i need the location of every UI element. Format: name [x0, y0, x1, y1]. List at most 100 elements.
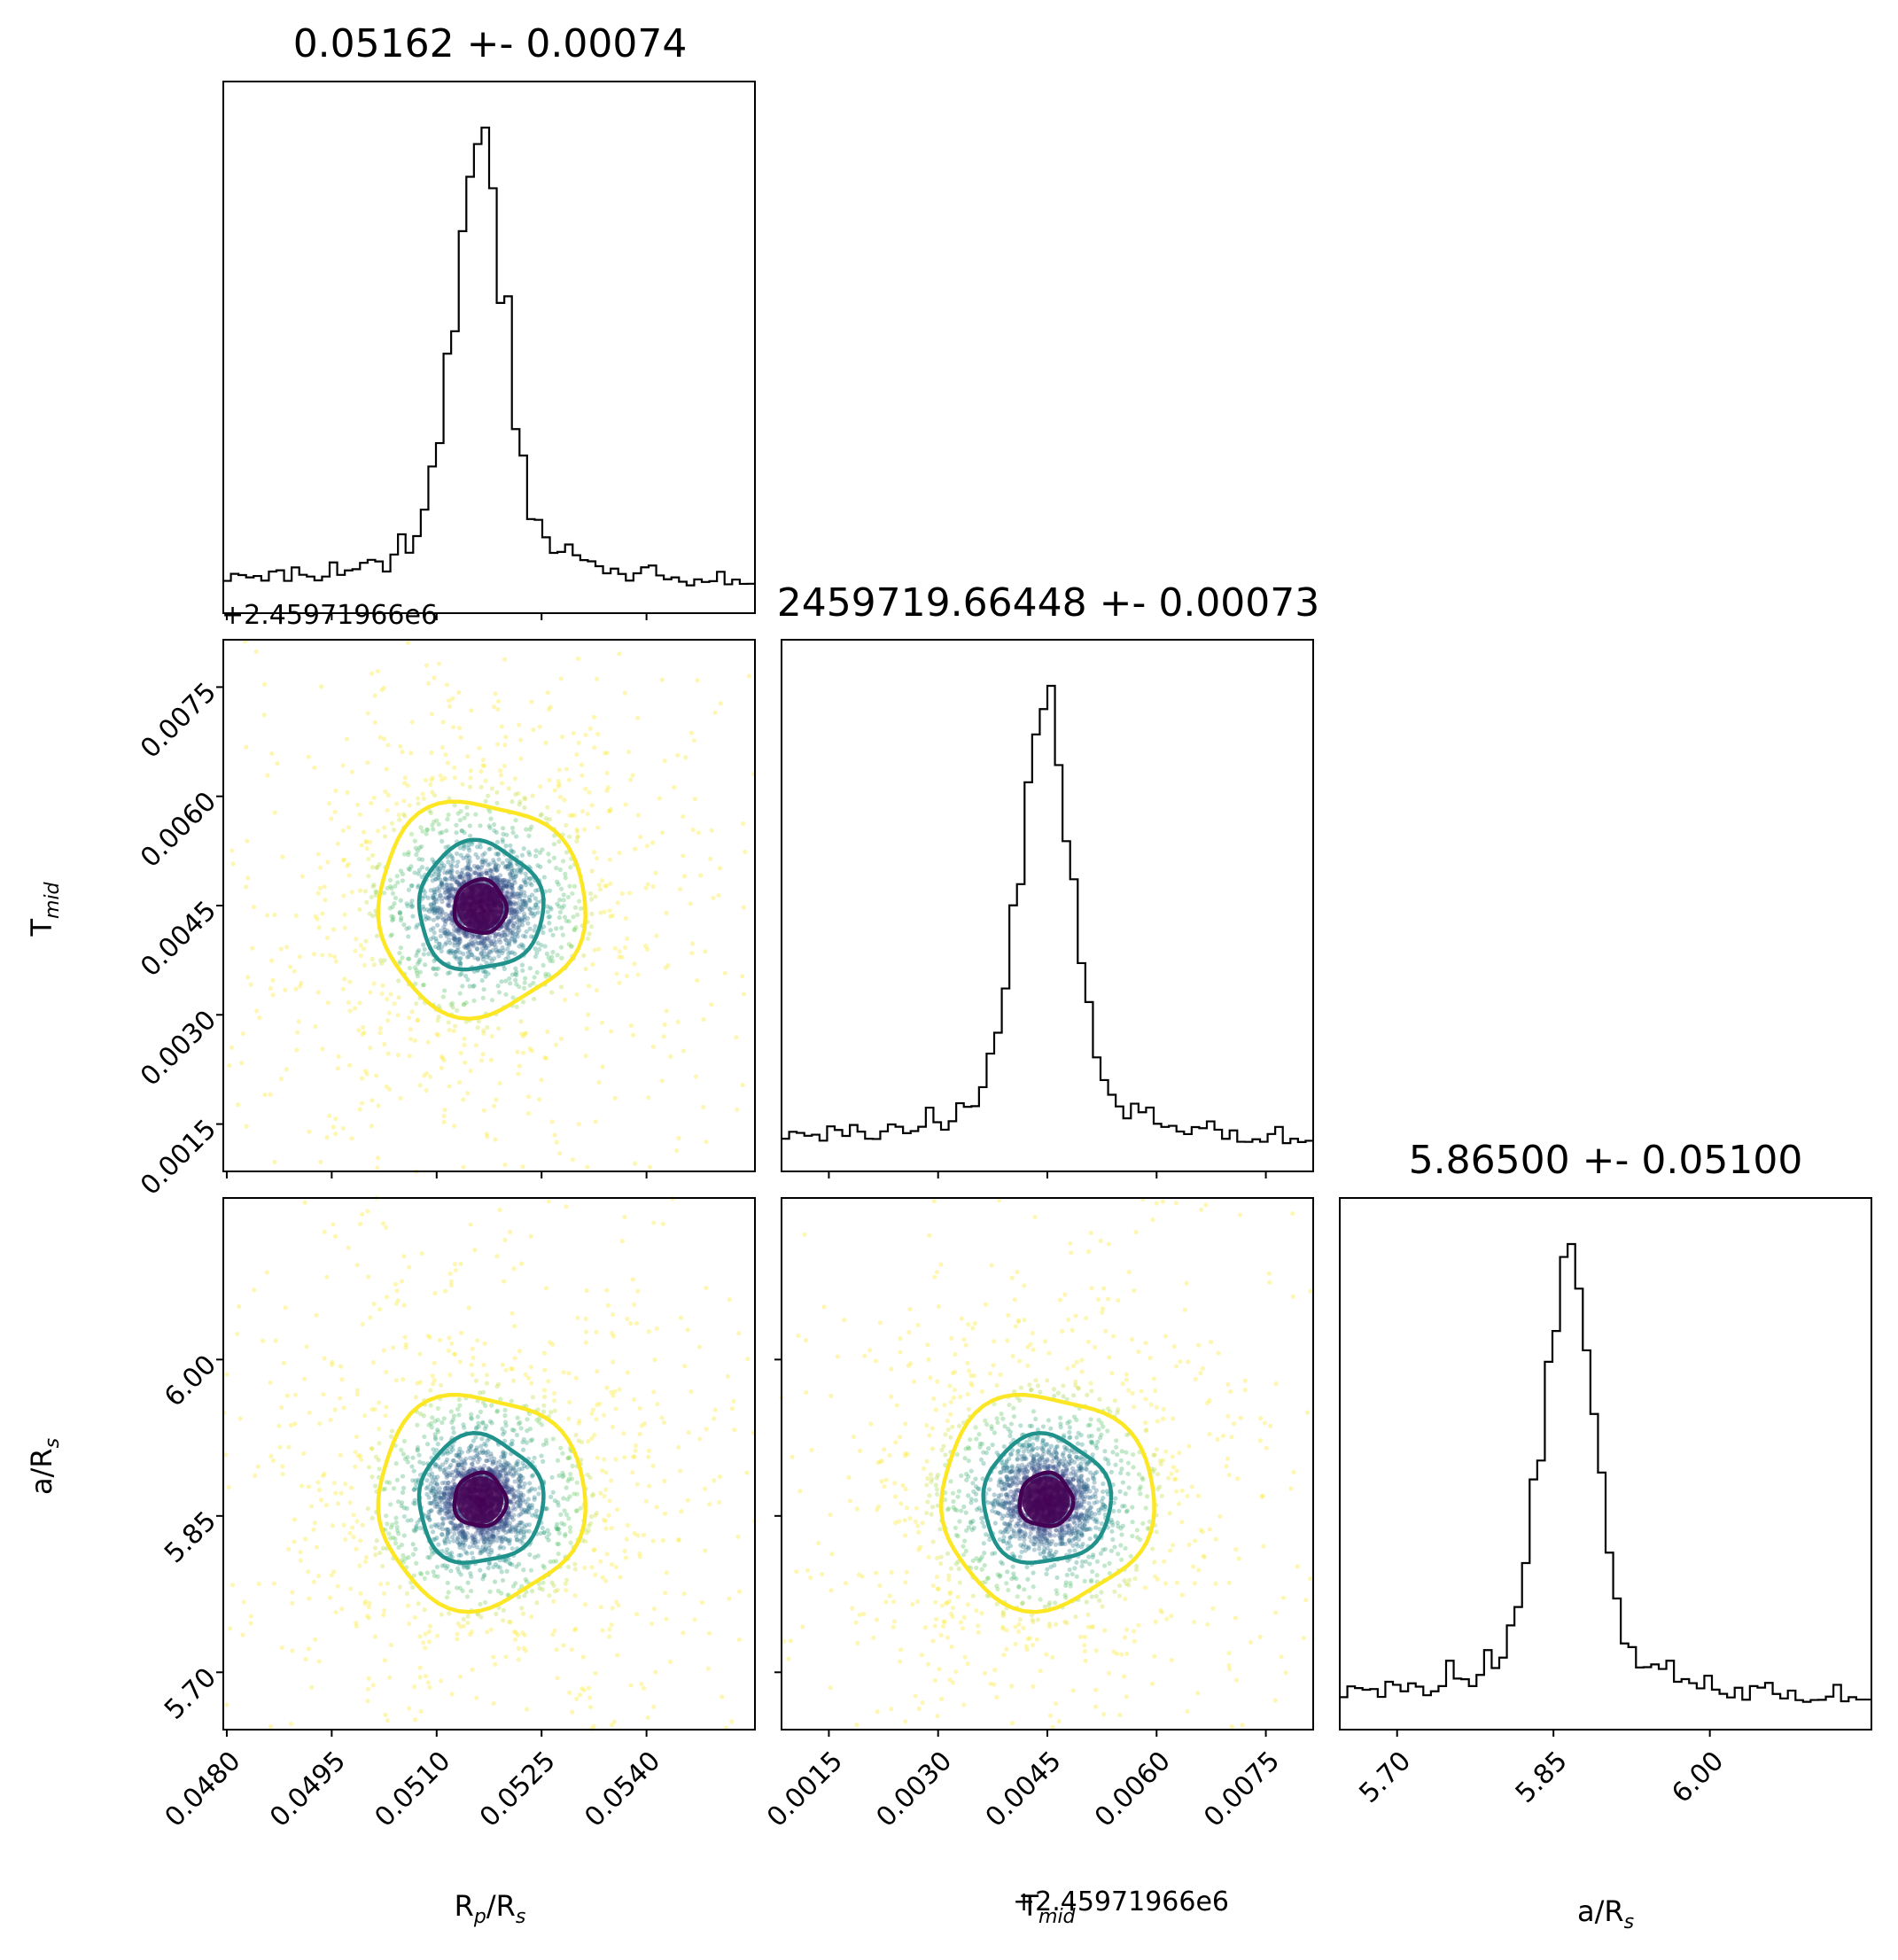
scatter-rp-ars-point — [604, 1552, 610, 1557]
scatter-rp-ars-point — [470, 1372, 475, 1378]
scatter-rp-ars-point — [589, 1493, 595, 1498]
scatter-rp-ars-point — [528, 1567, 534, 1573]
scatter-rp-tmid-point — [364, 899, 369, 905]
scatter-rp-ars-point — [522, 1632, 527, 1637]
scatter-rp-ars-point — [388, 1525, 394, 1530]
scatter-rp-tmid-point — [523, 871, 528, 876]
scatter-rp-tmid-point — [497, 873, 503, 878]
scatter-rp-ars-point — [475, 1459, 480, 1465]
scatter-rp-tmid-point — [340, 763, 346, 768]
scatter-rp-tmid-point — [457, 938, 463, 944]
scatter-rp-tmid-point — [541, 930, 546, 936]
scatter-rp-ars-point — [577, 1692, 583, 1698]
scatter-rp-tmid-point — [454, 879, 459, 884]
scatter-rp-ars-point — [314, 1544, 319, 1550]
scatter-rp-tmid-point — [519, 907, 525, 913]
scatter-rp-tmid-point — [325, 935, 331, 941]
scatter-rp-ars-point — [416, 1452, 422, 1458]
scatter-rp-ars-point — [716, 1499, 722, 1505]
scatter-rp-tmid-point — [549, 990, 555, 995]
histogram-tmid-panel — [781, 639, 1314, 1178]
scatter-rp-tmid-point — [369, 865, 375, 870]
scatter-rp-tmid-point — [555, 953, 560, 958]
scatter-rp-tmid-point — [532, 928, 537, 933]
scatter-rp-ars-point — [488, 1627, 494, 1632]
scatter-rp-ars-point — [430, 1373, 435, 1379]
scatter-rp-ars-point — [481, 1574, 486, 1579]
scatter-rp-tmid-point — [506, 926, 511, 931]
scatter-rp-tmid-point — [441, 925, 447, 930]
scatter-rp-ars-point — [366, 1615, 371, 1621]
scatter-rp-tmid-point — [617, 949, 622, 954]
scatter-rp-ars-point — [471, 1544, 476, 1549]
scatter-rp-ars-point — [617, 1387, 622, 1392]
scatter-rp-ars-point — [555, 1458, 561, 1463]
scatter-rp-ars-point — [509, 1398, 514, 1404]
scatter-rp-ars-point — [353, 1464, 358, 1469]
scatter-rp-tmid-point — [364, 1071, 369, 1077]
scatter-rp-ars-point — [461, 1565, 466, 1570]
scatter-rp-tmid-point — [515, 919, 520, 925]
scatter-rp-tmid-point — [593, 894, 598, 899]
scatter-rp-ars-point — [427, 1623, 432, 1629]
scatter-rp-tmid-point — [407, 925, 412, 930]
scatter-rp-tmid-point — [299, 980, 304, 986]
scatter-rp-tmid-point — [407, 867, 413, 873]
scatter-rp-ars-point — [458, 1522, 463, 1528]
scatter-rp-ars-point — [729, 1719, 735, 1724]
scatter-rp-ars-point — [565, 1478, 571, 1483]
scatter-rp-tmid-point — [449, 876, 455, 883]
scatter-rp-ars-point — [399, 1447, 404, 1452]
scatter-rp-ars-point — [403, 1342, 408, 1347]
scatter-rp-tmid-point — [307, 1129, 312, 1134]
scatter-rp-ars-point — [651, 1220, 657, 1225]
scatter-rp-tmid-point — [446, 894, 452, 899]
scatter-rp-tmid-point — [459, 971, 464, 976]
scatter-rp-tmid-point — [519, 898, 525, 904]
scatter-rp-tmid-point — [375, 668, 381, 674]
scatter-rp-ars-point — [427, 1555, 432, 1560]
scatter-rp-tmid-point — [456, 1079, 463, 1085]
scatter-rp-tmid-point — [355, 802, 361, 807]
scatter-rp-tmid-point — [438, 892, 443, 898]
scatter-rp-tmid-point — [385, 743, 391, 748]
scatter-rp-tmid-point — [630, 773, 635, 778]
scatter-rp-tmid-point — [495, 984, 501, 989]
scatter-rp-tmid-point — [433, 898, 439, 905]
scatter-rp-tmid-point — [315, 852, 321, 857]
scatter-rp-tmid-point — [457, 874, 463, 879]
scatter-rp-ars-point — [503, 1514, 509, 1520]
scatter-rp-tmid-point — [464, 867, 470, 872]
scatter-rp-tmid-point — [439, 881, 445, 886]
scatter-rp-tmid-point — [578, 906, 584, 912]
scatter-rp-tmid-point — [441, 863, 447, 868]
scatter-rp-tmid-point — [496, 863, 502, 868]
scatter-rp-tmid-point — [645, 882, 650, 887]
scatter-rp-tmid-point — [324, 1134, 330, 1140]
scatter-rp-tmid-point — [519, 919, 525, 924]
scatter-rp-ars-point — [235, 1331, 240, 1337]
scatter-rp-ars-point — [478, 1443, 484, 1449]
scatter-rp-tmid-point — [443, 918, 449, 923]
scatter-rp-ars-point — [632, 1454, 637, 1459]
scatter-rp-tmid-point — [506, 899, 512, 905]
scatter-rp-ars-point — [432, 1290, 438, 1296]
scatter-rp-tmid-point — [446, 813, 451, 818]
scatter-rp-ars-point — [435, 1417, 440, 1423]
scatter-rp-ars-point — [499, 1569, 504, 1575]
scatter-rp-ars-point — [382, 1658, 388, 1663]
scatter-rp-tmid-point — [426, 909, 432, 914]
scatter-rp-ars-point — [512, 1468, 518, 1474]
scatter-rp-tmid-point — [229, 848, 235, 853]
scatter-rp-tmid-point — [405, 903, 410, 908]
scatter-rp-ars-point — [518, 1426, 524, 1431]
scatter-rp-tmid-point — [499, 724, 504, 729]
scatter-rp-tmid-point — [459, 871, 464, 876]
scatter-rp-tmid-point — [466, 861, 471, 867]
scatter-rp-tmid-point — [501, 831, 506, 836]
scatter-rp-tmid-point — [518, 756, 524, 761]
scatter-rp-ars-point — [433, 1462, 439, 1467]
scatter-rp-ars-point — [501, 1451, 506, 1456]
scatter-rp-ars-point — [533, 1513, 539, 1520]
scatter-rp-ars-point — [484, 1373, 490, 1378]
